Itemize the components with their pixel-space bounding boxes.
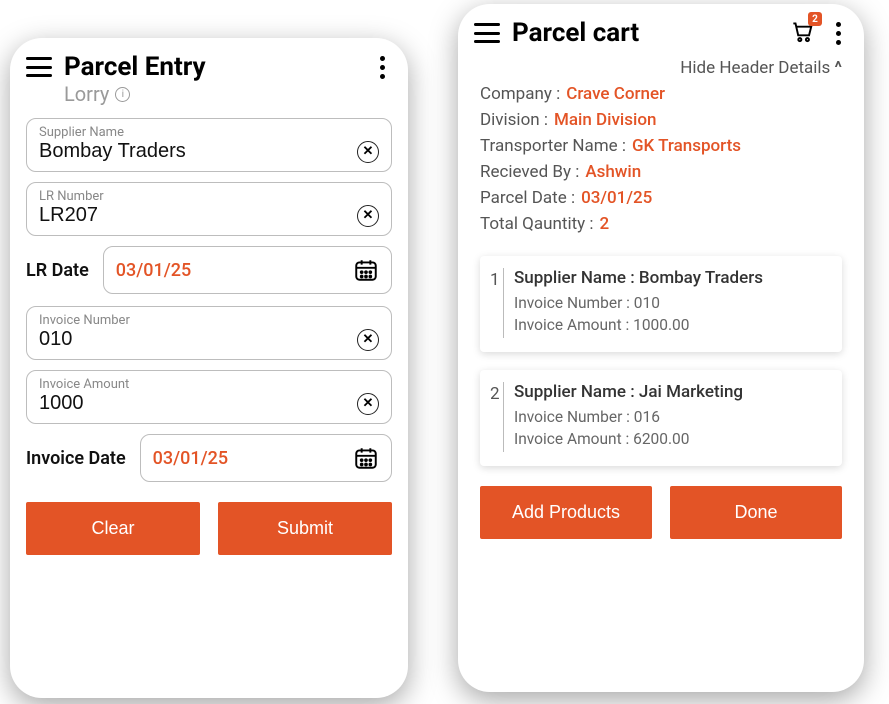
lr-number-field[interactable]: LR Number ✕ <box>26 182 392 236</box>
meta-key: Total Qauntity : <box>480 214 594 234</box>
lr-number-input[interactable] <box>39 204 357 227</box>
card-invoice-number: Invoice Number : 010 <box>514 294 828 312</box>
info-icon[interactable]: i <box>115 87 130 102</box>
invoice-date-value: 03/01/25 <box>153 448 228 469</box>
calendar-icon[interactable] <box>353 257 379 283</box>
invoice-number-input[interactable] <box>39 328 357 351</box>
meta-key: Parcel Date : <box>480 188 575 208</box>
clear-icon[interactable]: ✕ <box>357 329 379 351</box>
meta-key: Company : <box>480 84 560 104</box>
clear-icon[interactable]: ✕ <box>357 141 379 163</box>
clear-button[interactable]: Clear <box>26 502 200 555</box>
page-title: Parcel Entry <box>64 52 206 82</box>
invoice-number-field[interactable]: Invoice Number ✕ <box>26 306 392 360</box>
meta-key: Recieved By : <box>480 162 579 182</box>
parcel-cart-screen: Parcel cart 2 Hide Header Details Compan… <box>458 4 864 692</box>
hide-header-toggle[interactable]: Hide Header Details <box>458 52 864 84</box>
add-products-button[interactable]: Add Products <box>480 486 652 539</box>
supplier-card[interactable]: 2 Supplier Name : Jai Marketing Invoice … <box>480 370 842 466</box>
menu-icon[interactable] <box>26 57 52 77</box>
meta-key: Division : <box>480 110 548 130</box>
field-label: Invoice Amount <box>39 377 379 392</box>
meta-value: 03/01/25 <box>581 188 652 208</box>
transport-mode: Lorry i <box>10 82 408 112</box>
field-label: LR Number <box>39 189 379 204</box>
clear-icon[interactable]: ✕ <box>357 393 379 415</box>
card-supplier: Supplier Name : Jai Marketing <box>514 382 828 402</box>
card-index: 2 <box>490 382 504 452</box>
card-invoice-number: Invoice Number : 016 <box>514 408 828 426</box>
more-icon[interactable] <box>828 20 848 46</box>
calendar-icon[interactable] <box>353 445 379 471</box>
supplier-name-input[interactable] <box>39 140 357 163</box>
meta-value: Crave Corner <box>566 84 665 104</box>
meta-key: Transporter Name : <box>480 136 626 156</box>
done-button[interactable]: Done <box>670 486 842 539</box>
meta-value: Ashwin <box>585 162 641 182</box>
invoice-date-label: Invoice Date <box>26 448 126 469</box>
meta-value: 2 <box>600 214 610 234</box>
lr-date-value: 03/01/25 <box>116 260 191 281</box>
supplier-name-field[interactable]: Supplier Name ✕ <box>26 118 392 172</box>
card-invoice-amount: Invoice Amount : 6200.00 <box>514 430 828 448</box>
card-index: 1 <box>490 268 504 338</box>
lr-date-field[interactable]: 03/01/25 <box>103 246 392 294</box>
meta-value: Main Division <box>554 110 656 130</box>
lr-date-label: LR Date <box>26 260 89 281</box>
meta-value: GK Transports <box>632 136 741 156</box>
invoice-amount-input[interactable] <box>39 392 357 415</box>
field-label: Invoice Number <box>39 313 379 328</box>
clear-icon[interactable]: ✕ <box>357 205 379 227</box>
more-icon[interactable] <box>372 54 392 80</box>
cart-icon[interactable]: 2 <box>788 18 816 48</box>
invoice-date-field[interactable]: 03/01/25 <box>140 434 392 482</box>
menu-icon[interactable] <box>474 23 500 43</box>
submit-button[interactable]: Submit <box>218 502 392 555</box>
card-invoice-amount: Invoice Amount : 1000.00 <box>514 316 828 334</box>
page-title: Parcel cart <box>512 18 639 48</box>
parcel-entry-screen: Parcel Entry Lorry i Supplier Name ✕ LR … <box>10 38 408 698</box>
supplier-card[interactable]: 1 Supplier Name : Bombay Traders Invoice… <box>480 256 842 352</box>
header-details: Company : Crave Corner Division : Main Div… <box>458 84 864 234</box>
field-label: Supplier Name <box>39 125 379 140</box>
cart-badge: 2 <box>808 12 822 26</box>
card-supplier: Supplier Name : Bombay Traders <box>514 268 828 288</box>
invoice-amount-field[interactable]: Invoice Amount ✕ <box>26 370 392 424</box>
